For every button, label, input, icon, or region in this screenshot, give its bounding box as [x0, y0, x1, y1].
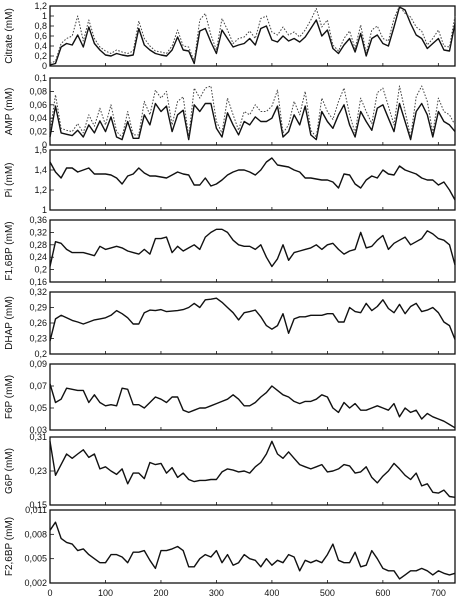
- y-tick-label-4-1: 0,23: [29, 334, 47, 344]
- panel-frame-4: [49, 291, 456, 355]
- y-tick-label-0-0: 0: [42, 61, 47, 71]
- y-tick-label-2-1: 1,2: [34, 185, 47, 195]
- x-tick-label-3: 300: [209, 588, 224, 598]
- series-line-4-0: [49, 297, 456, 342]
- y-tick-label-6-0: 0,15: [29, 500, 47, 510]
- panel-frame-1: [49, 77, 456, 146]
- y-tick-label-6-1: 0,23: [29, 466, 47, 476]
- y-axis-label-4: DHAP (mM): [4, 296, 15, 350]
- y-tick-label-5-0: 0,03: [29, 425, 47, 435]
- y-tick-label-1-3: 0,06: [29, 100, 47, 110]
- y-tick-label-3-3: 0,28: [29, 240, 47, 250]
- series-line-1-0: [49, 102, 456, 141]
- y-axis-label-6: G6P (mM): [4, 448, 15, 494]
- y-tick-label-4-3: 0,29: [29, 303, 47, 313]
- y-tick-label-0-5: 1: [42, 11, 47, 21]
- y-tick-label-7-0: 0,002: [24, 578, 47, 588]
- y-axis-label-2: Pi (mM): [4, 163, 15, 198]
- panel-frame-2: [49, 149, 456, 211]
- x-tick-label-0: 0: [47, 588, 52, 598]
- x-tick-label-5: 500: [320, 588, 335, 598]
- y-tick-label-3-2: 0,24: [29, 252, 47, 262]
- panel-frame-7: [49, 509, 456, 584]
- y-tick-label-6-2: 0,31: [29, 432, 47, 442]
- y-tick-label-0-6: 1,2: [34, 1, 47, 11]
- y-tick-label-7-3: 0,011: [25, 505, 47, 515]
- panel-frame-5: [49, 363, 456, 431]
- series-line-5-0: [49, 383, 456, 429]
- y-axis-label-7: F2,6BP (mM): [4, 517, 15, 576]
- panel-frame-0: [49, 5, 456, 67]
- series-line-0-0: [49, 6, 456, 66]
- x-tick-label-1: 100: [98, 588, 113, 598]
- x-tick-label-2: 200: [153, 588, 168, 598]
- y-axis-label-0: Citrate (mM): [4, 8, 15, 64]
- x-tick-label-6: 600: [375, 588, 390, 598]
- y-tick-label-5-3: 0,09: [29, 359, 47, 369]
- y-tick-label-2-3: 1,6: [34, 145, 47, 155]
- y-tick-label-0-3: 0,6: [34, 31, 47, 41]
- y-tick-label-5-1: 0,05: [29, 403, 47, 413]
- x-tick-label-7: 700: [431, 588, 446, 598]
- y-tick-label-2-0: 1: [42, 205, 47, 215]
- y-tick-label-3-4: 0,32: [29, 227, 47, 237]
- series-line-1-1: [49, 85, 456, 138]
- series-line-7-0: [49, 521, 456, 580]
- y-tick-label-4-0: 0,2: [34, 349, 47, 359]
- series-line-3-0: [49, 228, 456, 268]
- y-tick-label-0-1: 0,2: [34, 51, 47, 61]
- y-tick-label-2-2: 1,4: [34, 165, 47, 175]
- panel-frame-3: [49, 219, 456, 283]
- series-line-0-1: [49, 5, 456, 64]
- y-tick-label-0-4: 0,8: [34, 21, 47, 31]
- x-tick-label-4: 400: [264, 588, 279, 598]
- y-tick-label-7-1: 0,005: [24, 554, 47, 564]
- y-tick-label-3-1: 0,2: [34, 265, 47, 275]
- y-tick-label-3-0: 0,16: [29, 277, 47, 287]
- series-line-2-0: [49, 157, 456, 201]
- y-tick-label-5-2: 0,07: [29, 381, 47, 391]
- y-tick-label-1-5: 0,1: [34, 73, 47, 83]
- series-line-6-0: [49, 440, 456, 498]
- y-tick-label-3-5: 0,36: [29, 215, 47, 225]
- y-axis-label-1: AMP (mM): [4, 88, 15, 136]
- y-tick-label-1-4: 0,08: [29, 86, 47, 96]
- y-tick-label-7-2: 0,008: [24, 529, 47, 539]
- y-axis-label-3: F1,6BP (mM): [4, 221, 15, 280]
- y-tick-label-4-2: 0,26: [29, 318, 47, 328]
- y-tick-label-1-2: 0,04: [29, 113, 47, 123]
- y-tick-label-1-0: 0: [42, 140, 47, 150]
- y-axis-label-5: F6P (mM): [4, 375, 15, 419]
- y-tick-label-1-1: 0,02: [29, 127, 47, 137]
- y-tick-label-0-2: 0,4: [34, 41, 47, 51]
- y-tick-label-4-4: 0,32: [29, 287, 47, 297]
